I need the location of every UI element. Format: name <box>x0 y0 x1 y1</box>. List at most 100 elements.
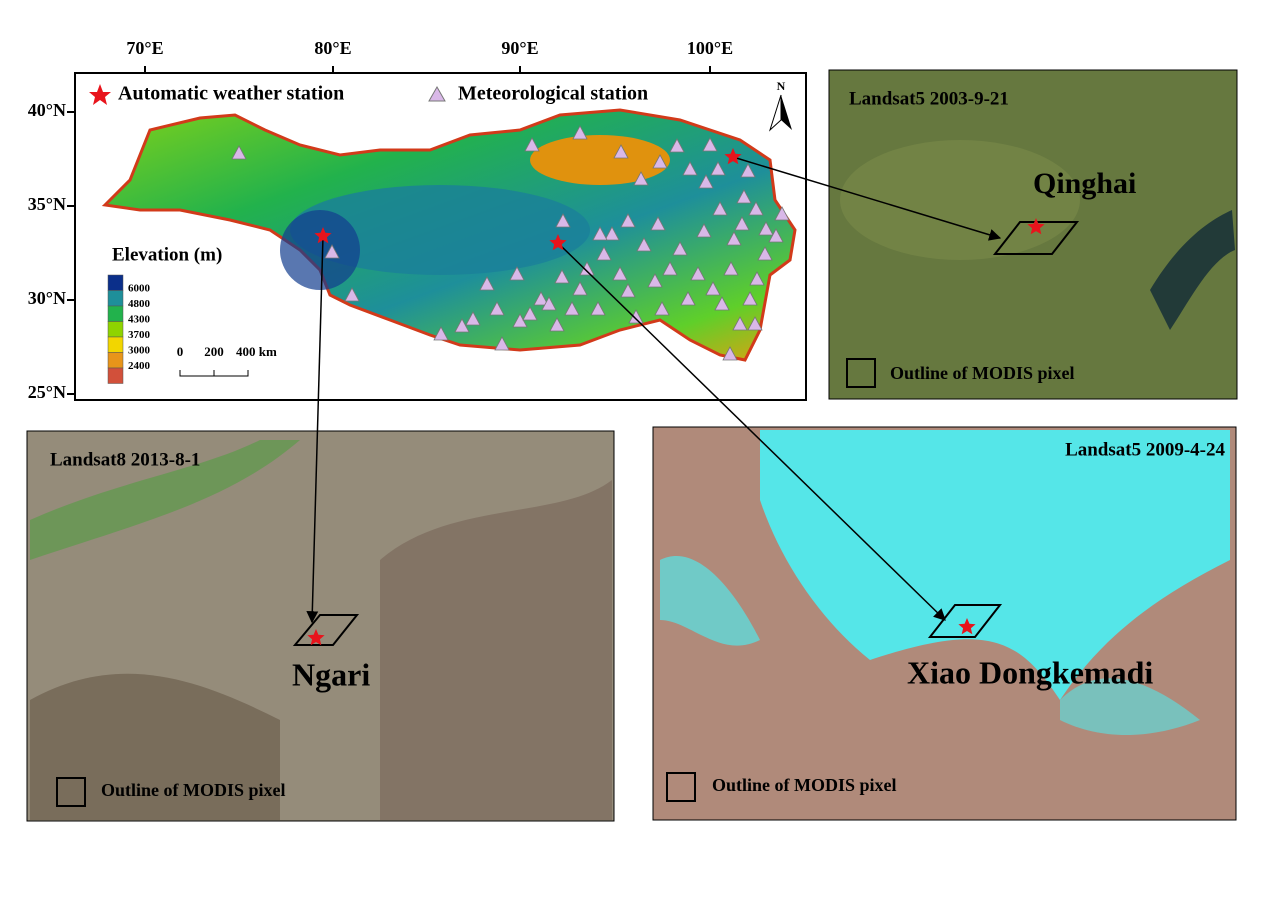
station <box>509 266 525 281</box>
station <box>647 273 663 288</box>
elevation-swatch <box>107 336 124 353</box>
station <box>489 301 505 316</box>
elevation-swatch <box>107 305 124 322</box>
station <box>231 145 247 160</box>
weather-station <box>958 618 976 635</box>
station <box>613 144 629 159</box>
station <box>768 228 784 243</box>
lat-label: 35°N <box>28 194 66 214</box>
station <box>690 266 706 281</box>
weather-station <box>307 629 325 646</box>
station <box>549 317 565 332</box>
elevation-class: 4300 <box>128 314 151 326</box>
station <box>734 216 750 231</box>
station <box>612 266 628 281</box>
station <box>494 336 510 351</box>
elevation-class: 6000 <box>128 283 151 295</box>
station <box>554 269 570 284</box>
scale-label: 0 <box>177 344 184 359</box>
site-label: Qinghai <box>1033 167 1136 200</box>
outline-label: Outline of MODIS pixel <box>890 363 1075 383</box>
station <box>742 291 758 306</box>
lat-label: 30°N <box>28 288 66 308</box>
weather-station <box>724 148 742 165</box>
weather-station <box>314 227 332 244</box>
lat-label: 40°N <box>28 100 66 120</box>
station <box>712 201 728 216</box>
station <box>696 223 712 238</box>
modis-pixel <box>292 614 360 646</box>
station <box>479 276 495 291</box>
weather-station <box>549 234 567 251</box>
scale-label: 400 km <box>236 344 277 359</box>
station <box>669 138 685 153</box>
station <box>541 296 557 311</box>
elevation-swatch <box>107 352 124 369</box>
station <box>680 291 696 306</box>
station <box>620 213 636 228</box>
station <box>522 306 538 321</box>
legend: Automatic weather station Meteorological… <box>89 83 648 105</box>
station <box>710 161 726 176</box>
triangle-icon <box>428 85 446 102</box>
glacier <box>760 430 1230 700</box>
station <box>672 241 688 256</box>
station <box>454 318 470 333</box>
elevation-swatch <box>107 274 124 291</box>
star-icon <box>89 84 111 105</box>
elevation-class: 4800 <box>128 298 151 310</box>
weather-station <box>1027 218 1045 235</box>
station <box>596 246 612 261</box>
outline-label: Outline of MODIS pixel <box>101 780 286 800</box>
legend-label: Meteorological station <box>458 83 648 105</box>
arrow <box>732 156 1002 241</box>
station <box>722 346 738 361</box>
qaidam-basin <box>530 135 670 185</box>
station <box>732 316 748 331</box>
site-label: Ngari <box>292 656 370 692</box>
elevation-swatch <box>107 290 124 307</box>
station <box>512 313 528 328</box>
elevation-class: 3000 <box>128 345 151 357</box>
lon-label: 70°E <box>126 38 163 58</box>
station <box>633 171 649 186</box>
station <box>654 301 670 316</box>
station <box>555 213 571 228</box>
station <box>740 163 756 178</box>
station <box>533 291 549 306</box>
station <box>572 125 588 140</box>
elevation-swatch <box>107 321 124 338</box>
elevation-title: Elevation (m) <box>112 244 222 265</box>
high-mountains <box>280 210 360 290</box>
station <box>650 216 666 231</box>
station <box>726 231 742 246</box>
station <box>524 137 540 152</box>
station <box>682 161 698 176</box>
station <box>620 283 636 298</box>
arrow <box>557 242 946 621</box>
station <box>774 206 790 221</box>
station <box>723 261 739 276</box>
station <box>736 189 752 204</box>
station <box>758 221 774 236</box>
site-label: Xiao Dongkemadi <box>907 654 1153 690</box>
station <box>564 301 580 316</box>
station <box>702 137 718 152</box>
station <box>344 287 360 302</box>
station <box>748 201 764 216</box>
station <box>747 316 763 331</box>
station <box>433 326 449 341</box>
station <box>590 301 606 316</box>
high-plateau <box>290 185 590 275</box>
scale-label: 200 <box>204 344 224 359</box>
station <box>757 246 773 261</box>
station <box>652 154 668 169</box>
station <box>592 226 608 241</box>
lake <box>1150 210 1235 330</box>
station <box>714 296 730 311</box>
station <box>572 281 588 296</box>
station <box>324 244 340 259</box>
station <box>636 237 652 252</box>
elevation-class: 2400 <box>128 360 151 372</box>
modis-pixel <box>927 604 1003 638</box>
